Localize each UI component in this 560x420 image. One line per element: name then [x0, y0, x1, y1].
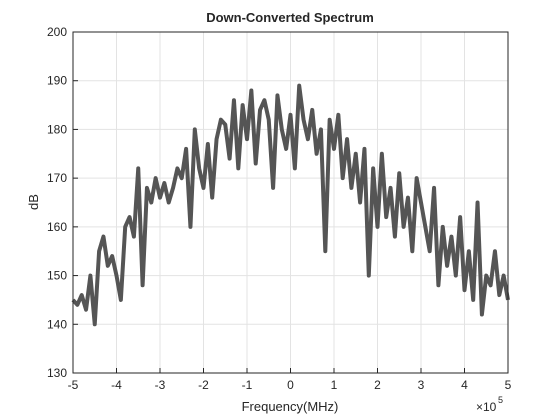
- y-tick-label: 130: [47, 366, 67, 380]
- y-tick-label: 200: [47, 25, 67, 39]
- y-tick-label: 180: [47, 122, 67, 136]
- x-tick-label: 1: [331, 378, 338, 392]
- x-tick-label: 3: [418, 378, 425, 392]
- y-tick-label: 150: [47, 269, 67, 283]
- x-tick-label: -5: [68, 378, 79, 392]
- x-multiplier-exponent: 5: [498, 395, 503, 405]
- y-tick-label: 190: [47, 74, 67, 88]
- chart-title: Down-Converted Spectrum: [206, 10, 374, 25]
- x-tick-label: -3: [155, 378, 166, 392]
- x-tick-label: 0: [287, 378, 294, 392]
- x-tick-label: 5: [505, 378, 512, 392]
- axes-box: [72, 31, 509, 374]
- x-axis-label: Frequency(MHz): [242, 399, 339, 414]
- x-tick-label: -1: [242, 378, 253, 392]
- x-multiplier: ×10: [476, 400, 497, 414]
- y-tick-label: 160: [47, 220, 67, 234]
- y-tick-label: 140: [47, 317, 67, 331]
- y-axis-label: dB: [26, 194, 41, 210]
- y-tick-label: 170: [47, 171, 67, 185]
- x-tick-label: -4: [111, 378, 122, 392]
- x-tick-label: 2: [374, 378, 381, 392]
- x-tick-label: -2: [198, 378, 209, 392]
- x-tick-label: 4: [461, 378, 468, 392]
- line-series: [71, 83, 510, 327]
